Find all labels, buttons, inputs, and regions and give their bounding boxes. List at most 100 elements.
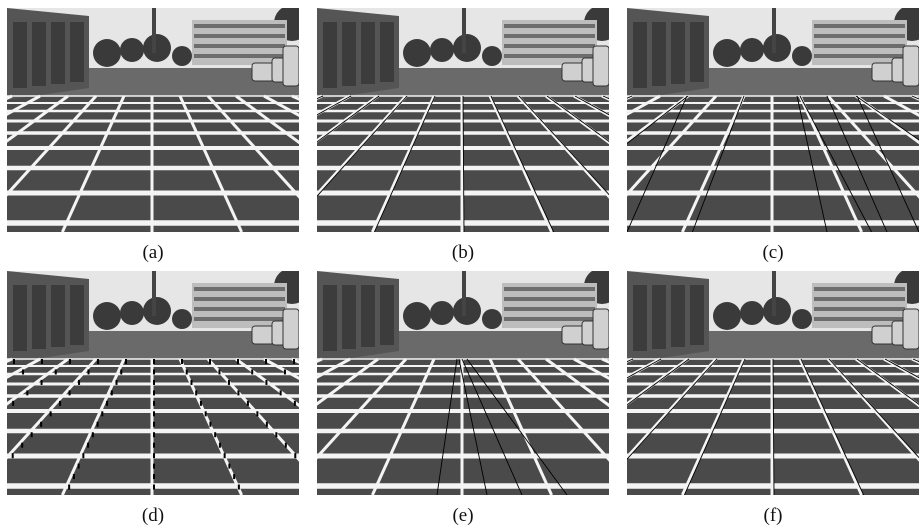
- windows: [194, 287, 285, 291]
- edge-point: [106, 401, 108, 406]
- edge-point: [69, 390, 71, 395]
- chimney: [152, 8, 156, 53]
- edge-point: [13, 359, 15, 364]
- windows: [814, 54, 905, 58]
- vehicle: [252, 63, 274, 81]
- vehicle: [872, 326, 894, 344]
- vehicle: [562, 326, 584, 344]
- edge-point: [120, 369, 122, 374]
- edge-point: [153, 411, 155, 416]
- windows: [194, 44, 285, 48]
- edge-point: [50, 411, 52, 416]
- edge-point: [55, 369, 57, 374]
- edge-point: [186, 369, 188, 374]
- windows: [814, 297, 905, 301]
- edge-point: [153, 474, 155, 479]
- edge-point: [284, 369, 286, 374]
- tree: [172, 46, 192, 66]
- garage-door: [690, 22, 704, 82]
- windows: [814, 44, 905, 48]
- windows: [504, 34, 595, 38]
- tree: [713, 39, 741, 67]
- edge-point: [153, 464, 155, 469]
- garage-door: [671, 285, 685, 347]
- tree: [453, 34, 481, 62]
- tree: [763, 297, 791, 325]
- edge-point: [256, 411, 258, 416]
- edge-point: [26, 390, 28, 395]
- garage-door: [13, 22, 27, 88]
- edge-point: [82, 453, 84, 458]
- edge-point: [92, 432, 94, 437]
- panel: (d): [7, 271, 299, 527]
- photo: [627, 8, 919, 232]
- windows: [504, 54, 595, 58]
- windows: [504, 307, 595, 311]
- edge-point: [88, 369, 90, 374]
- garage-door: [323, 285, 337, 351]
- windows: [194, 34, 285, 38]
- edge-point: [116, 380, 118, 385]
- garage-door: [51, 22, 65, 84]
- edge-point: [219, 443, 221, 448]
- vehicle: [593, 46, 609, 86]
- garage-door: [32, 22, 46, 86]
- edge-point: [153, 485, 155, 490]
- windows: [814, 317, 905, 321]
- tree: [763, 34, 791, 62]
- edge-point: [285, 443, 287, 448]
- tree: [120, 38, 144, 62]
- edge-point: [40, 422, 42, 427]
- edge-point: [87, 443, 89, 448]
- edge-point: [218, 369, 220, 374]
- caption: (b): [317, 242, 609, 264]
- edge-point: [153, 432, 155, 437]
- chimney: [462, 271, 466, 316]
- windows: [194, 24, 285, 28]
- edge-point: [22, 369, 24, 374]
- windows: [504, 297, 595, 301]
- tree: [430, 38, 454, 62]
- edge-point: [153, 401, 155, 406]
- photo: [7, 8, 299, 232]
- edge-point: [153, 359, 155, 364]
- edge-point: [41, 380, 43, 385]
- vehicle: [903, 46, 919, 86]
- edge-point: [21, 443, 23, 448]
- vehicle: [872, 63, 894, 81]
- edge-point: [97, 422, 99, 427]
- garage-door: [380, 22, 394, 82]
- tree: [792, 46, 812, 66]
- garage-door: [32, 285, 46, 349]
- edge-point: [237, 390, 239, 395]
- edge-point: [228, 380, 230, 385]
- garage-door: [690, 285, 704, 345]
- edge-point: [153, 443, 155, 448]
- caption: (f): [627, 505, 919, 527]
- edge-point: [41, 359, 43, 364]
- edge-point: [69, 359, 71, 364]
- tree: [403, 39, 431, 67]
- edge-point: [265, 359, 267, 364]
- photo: [7, 271, 299, 495]
- panel: (f): [627, 271, 919, 527]
- photo: [317, 8, 609, 232]
- edge-point: [153, 390, 155, 395]
- garage-door: [633, 22, 647, 88]
- tree: [740, 38, 764, 62]
- caption: (c): [627, 242, 919, 264]
- vehicle: [903, 309, 919, 349]
- chimney: [772, 8, 776, 53]
- photo: [317, 271, 609, 495]
- edge-point: [238, 485, 240, 490]
- edge-point: [153, 380, 155, 385]
- garage-door: [361, 285, 375, 347]
- garage-door: [652, 22, 666, 86]
- tree: [172, 309, 192, 329]
- windows: [504, 44, 595, 48]
- photo: [627, 271, 919, 495]
- windows: [814, 24, 905, 28]
- edge-point: [251, 369, 253, 374]
- windows: [194, 297, 285, 301]
- edge-point: [224, 453, 226, 458]
